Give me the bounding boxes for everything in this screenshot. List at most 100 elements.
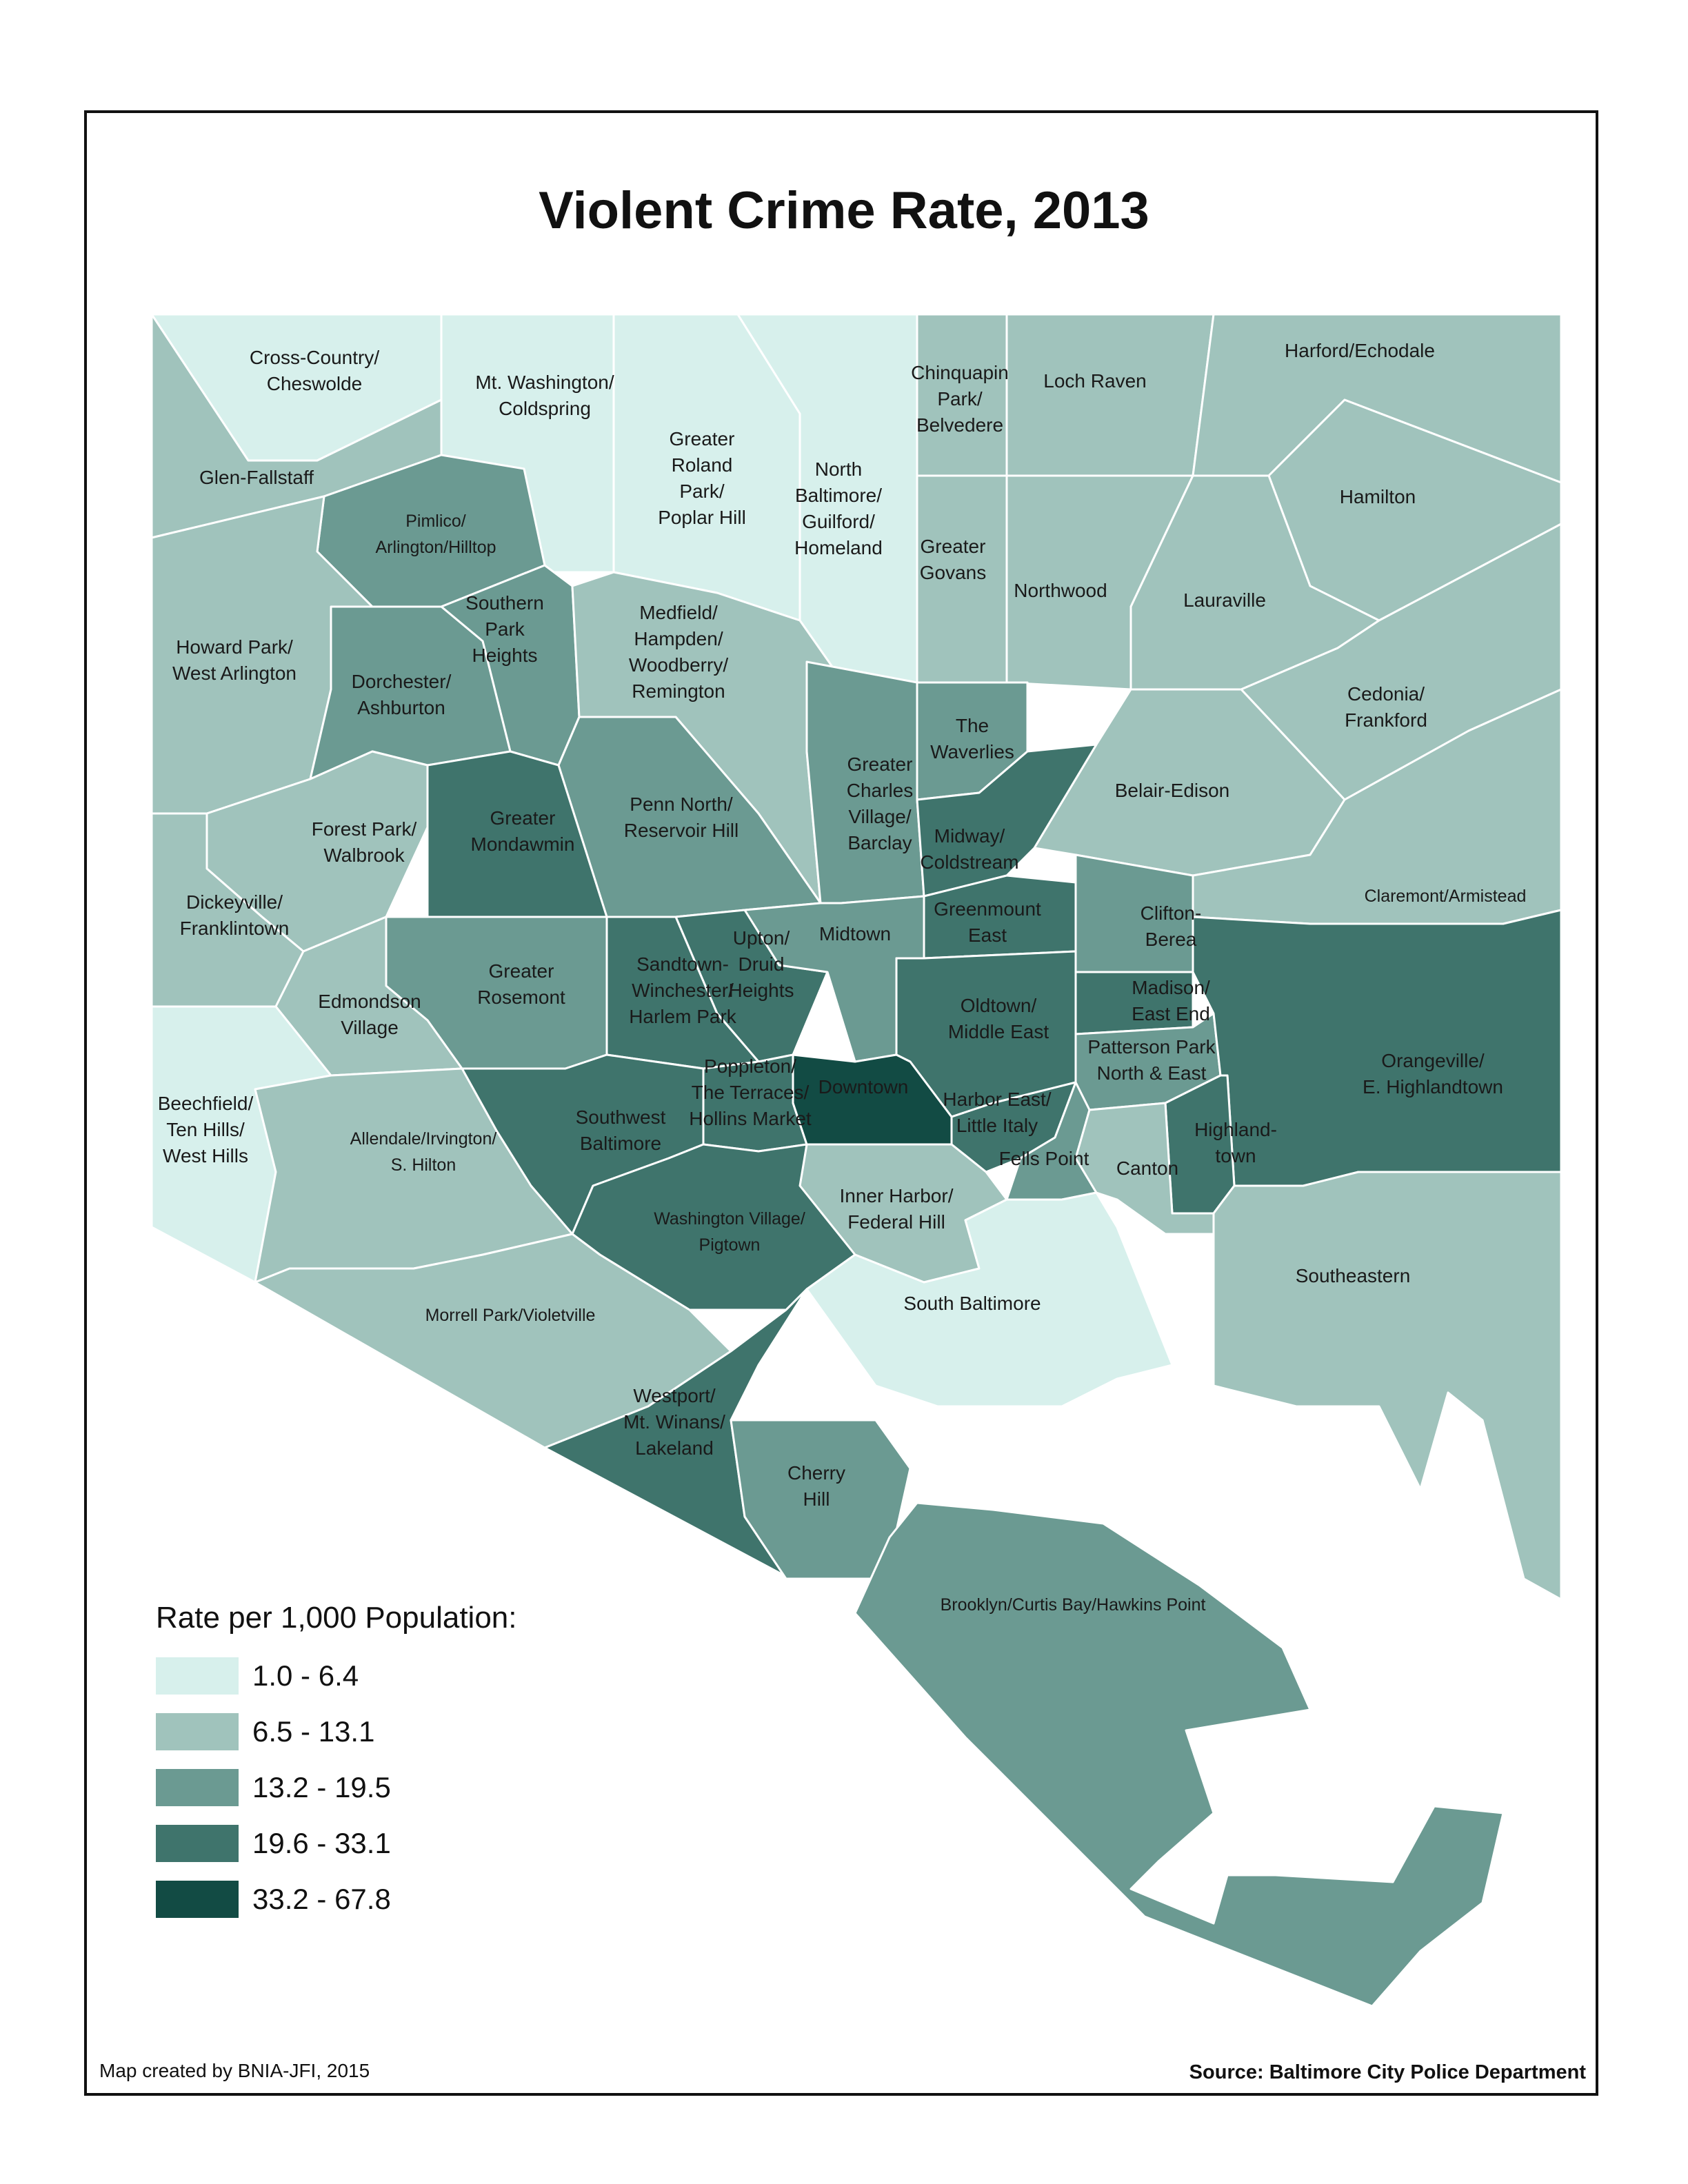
neighborhood-label-line: Heights bbox=[729, 980, 794, 1001]
neighborhood-label-line: Arlington/Hilltop bbox=[375, 538, 496, 557]
neighborhood-label: Orangeville/E. Highlandtown bbox=[1363, 1050, 1503, 1098]
neighborhood-label: Dickeyville/Franklintown bbox=[180, 891, 290, 939]
neighborhood-label-line: Berea bbox=[1145, 929, 1197, 950]
legend-label: 19.6 - 33.1 bbox=[252, 1826, 391, 1859]
neighborhood-label-line: Greater bbox=[847, 754, 913, 775]
neighborhood-label-line: Remington bbox=[632, 680, 725, 702]
neighborhood-label-line: Middle East bbox=[948, 1021, 1049, 1042]
neighborhood-label: Penn North/Reservoir Hill bbox=[624, 793, 738, 841]
neighborhood-label: Medfield/Hampden/Woodberry/Remington bbox=[629, 602, 728, 702]
neighborhood-label-line: Mt. Washington/ bbox=[475, 372, 614, 393]
neighborhood-label: Mt. Washington/Coldspring bbox=[475, 372, 614, 419]
neighborhood-label: Forest Park/Walbrook bbox=[312, 818, 417, 866]
neighborhood-label: Loch Raven bbox=[1043, 370, 1146, 392]
neighborhood-label: Canton bbox=[1116, 1157, 1178, 1179]
neighborhood-label-line: Hollins Market bbox=[689, 1108, 812, 1129]
neighborhood-label-line: Harbor East/ bbox=[943, 1089, 1051, 1110]
neighborhood-label: South Baltimore bbox=[903, 1293, 1041, 1314]
neighborhood-label-line: North & East bbox=[1097, 1062, 1207, 1084]
neighborhood-label-line: Belair-Edison bbox=[1115, 780, 1230, 801]
neighborhood-label-line: Oldtown/ bbox=[961, 995, 1037, 1016]
neighborhood-label-line: Hill bbox=[803, 1488, 830, 1510]
legend-swatch bbox=[156, 1768, 239, 1806]
neighborhood-label-line: The Terraces/ bbox=[692, 1082, 810, 1103]
neighborhood-label-line: Winchester/ bbox=[632, 980, 734, 1001]
neighborhood-label: Southeastern bbox=[1296, 1265, 1411, 1286]
neighborhood-label-line: West Arlington bbox=[172, 663, 297, 684]
neighborhood-label: Oldtown/Middle East bbox=[948, 995, 1049, 1042]
neighborhood-label-line: Claremont/Armistead bbox=[1365, 887, 1527, 906]
neighborhood-label-line: Morrell Park/Violetville bbox=[425, 1306, 596, 1325]
neighborhood-label-line: Druid bbox=[738, 953, 785, 975]
neighborhood-label-line: West Hills bbox=[163, 1145, 248, 1166]
neighborhood-label-line: Belvedere bbox=[916, 414, 1003, 436]
neighborhood-label-line: Cheswolde bbox=[267, 373, 363, 394]
neighborhood-label-line: Westport/ bbox=[633, 1385, 716, 1406]
neighborhood-label-line: Frankford bbox=[1345, 709, 1427, 731]
neighborhood-label-line: Greater bbox=[490, 807, 556, 829]
neighborhood-label: Greater Govans bbox=[920, 536, 987, 583]
neighborhood-label-line: Rosemont bbox=[477, 987, 565, 1008]
neighborhood-label-line: Allendale/Irvington/ bbox=[350, 1129, 497, 1149]
neighborhood-label: Midtown bbox=[819, 923, 891, 944]
legend-swatch bbox=[156, 1824, 239, 1862]
neighborhood-label-line: Poplar Hill bbox=[658, 507, 746, 528]
neighborhood-label-line: Franklintown bbox=[180, 918, 290, 939]
neighborhood-label-line: Medfield/ bbox=[639, 602, 718, 623]
neighborhood-label-line: Penn North/ bbox=[630, 793, 733, 815]
legend-item: 13.2 - 19.5 bbox=[156, 1759, 517, 1815]
neighborhood-label-line: Edmondson bbox=[318, 991, 421, 1012]
neighborhood-label: Harbor East/Little Italy bbox=[943, 1089, 1051, 1136]
legend-title: Rate per 1,000 Population: bbox=[156, 1601, 517, 1635]
neighborhood-label: Morrell Park/Violetville bbox=[425, 1306, 596, 1325]
neighborhood-label: Brooklyn/Curtis Bay/Hawkins Point bbox=[941, 1595, 1206, 1615]
neighborhood-label: Westport/Mt. Winans/Lakeland bbox=[623, 1385, 725, 1459]
neighborhood-label: Highland-town bbox=[1194, 1119, 1277, 1166]
neighborhood-label: Cross-Country/Cheswolde bbox=[250, 347, 379, 394]
neighborhood-label-line: Cedonia/ bbox=[1347, 683, 1425, 705]
legend-item: 33.2 - 67.8 bbox=[156, 1871, 517, 1927]
neighborhood-label-line: Loch Raven bbox=[1043, 370, 1146, 392]
neighborhood-label-line: Govans bbox=[920, 562, 987, 583]
neighborhood-label-line: Lakeland bbox=[635, 1437, 714, 1459]
neighborhood-label-line: Fells Point bbox=[999, 1148, 1089, 1169]
region-south-baltimore bbox=[805, 1191, 1174, 1408]
region-loch-raven bbox=[1005, 313, 1215, 477]
neighborhood-label-line: Woodberry/ bbox=[629, 654, 728, 676]
neighborhood-label-line: Sandtown- bbox=[636, 953, 729, 975]
neighborhood-label: Hamilton bbox=[1340, 486, 1416, 507]
neighborhood-label-line: Clifton- bbox=[1141, 902, 1202, 924]
neighborhood-label-line: Ten Hills/ bbox=[166, 1119, 245, 1140]
neighborhood-label: Southern Park Heights bbox=[465, 592, 544, 666]
neighborhood-label: Cherry Hill bbox=[787, 1462, 845, 1510]
neighborhood-label-line: Dorchester/ bbox=[352, 671, 452, 692]
neighborhood-label-line: Patterson Park bbox=[1087, 1036, 1216, 1058]
neighborhood-label-line: Greater bbox=[489, 960, 554, 982]
legend-item: 6.5 - 13.1 bbox=[156, 1703, 517, 1759]
neighborhood-label-line: Village bbox=[341, 1017, 399, 1038]
neighborhood-label: Greater Mondawmin bbox=[471, 807, 575, 855]
neighborhood-label-line: Greenmount bbox=[934, 898, 1041, 920]
neighborhood-label-line: Barclay bbox=[847, 832, 912, 853]
neighborhood-label-line: Walbrook bbox=[323, 845, 405, 866]
neighborhood-label: Allendale/Irvington/S. Hilton bbox=[350, 1129, 497, 1175]
legend-item: 1.0 - 6.4 bbox=[156, 1648, 517, 1703]
neighborhood-label-line: Northwood bbox=[1014, 580, 1107, 601]
neighborhood-label-line: Southeastern bbox=[1296, 1265, 1411, 1286]
legend-swatch bbox=[156, 1657, 239, 1695]
neighborhood-label: Belair-Edison bbox=[1115, 780, 1230, 801]
legend: Rate per 1,000 Population: 1.0 - 6.4 6.5… bbox=[156, 1601, 517, 1927]
neighborhood-label: Madison/East End bbox=[1132, 977, 1210, 1024]
map-credit: Map created by BNIA-JFI, 2015 bbox=[99, 2060, 370, 2081]
neighborhood-label-line: East End bbox=[1132, 1003, 1210, 1024]
neighborhood-label: Midway/Coldstream bbox=[920, 825, 1018, 873]
neighborhood-label-line: Southwest bbox=[576, 1106, 666, 1128]
neighborhood-label-line: Coldstream bbox=[920, 851, 1018, 873]
neighborhood-label-line: Dickeyville/ bbox=[186, 891, 283, 913]
neighborhood-label: Patterson Park North & East bbox=[1087, 1036, 1216, 1084]
neighborhood-label-line: Harlem Park bbox=[629, 1006, 737, 1027]
neighborhood-label: Inner Harbor/Federal Hill bbox=[840, 1185, 954, 1233]
neighborhood-label: The Waverlies bbox=[930, 715, 1014, 762]
region-southeastern bbox=[1212, 1171, 1563, 1601]
